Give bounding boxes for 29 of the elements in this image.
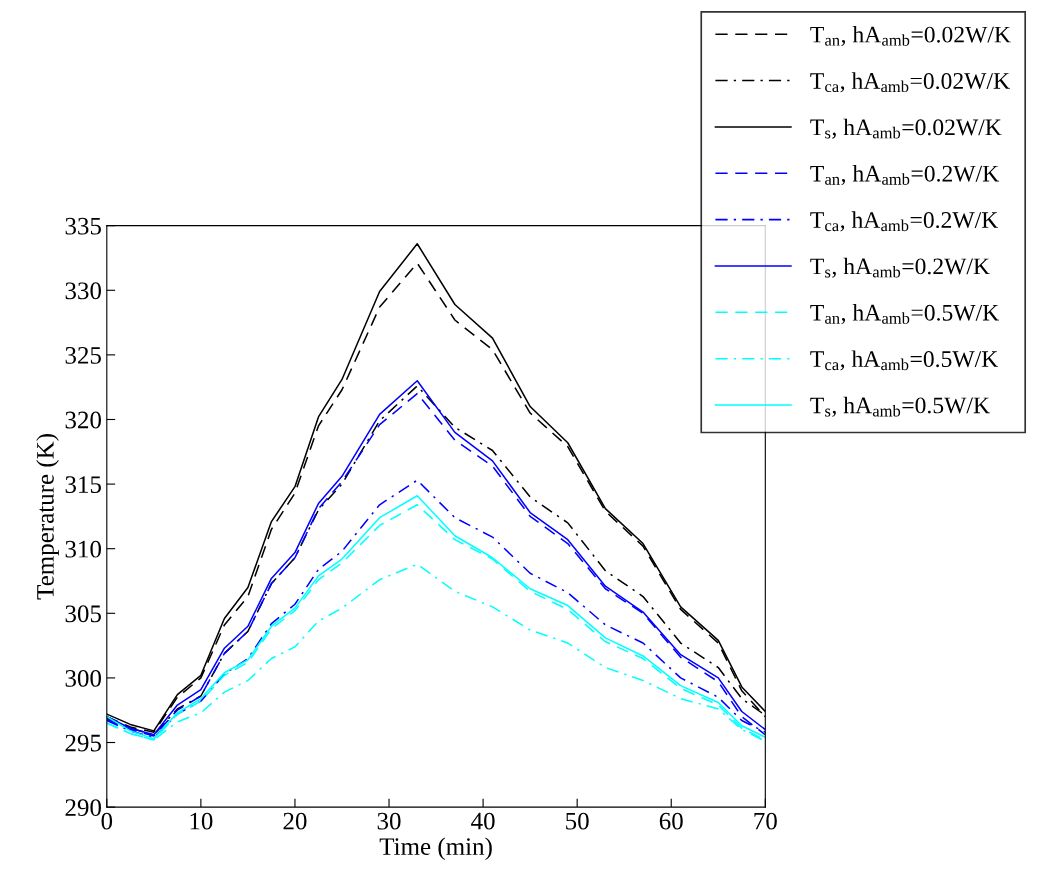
x-tick-label: 70 — [754, 812, 777, 830]
legend-label: T$_{s}$, hA$_{amb}$=0.5W/K — [810, 396, 990, 417]
x-tick-label: 60 — [659, 812, 683, 830]
y-tick-label: 330 — [65, 282, 101, 300]
y-tick-label: 305 — [65, 605, 101, 623]
x-tick-label: 30 — [377, 812, 401, 830]
x-axis-title: Time (min) — [379, 837, 492, 861]
legend-label: T$_{an}$, hA$_{amb}$=0.5W/K — [810, 304, 999, 325]
y-tick-label: 315 — [65, 476, 101, 494]
y-tick-label: 310 — [65, 540, 101, 558]
y-tick-label: 320 — [65, 411, 101, 429]
legend-label: T$_{an}$, hA$_{amb}$=0.2W/K — [810, 165, 999, 186]
y-tick-label: 325 — [65, 347, 101, 364]
x-tick-label: 10 — [190, 812, 213, 830]
x-tick-label: 0 — [101, 812, 113, 830]
legend-label: T$_{an}$, hA$_{amb}$=0.02W/K — [810, 25, 1011, 46]
y-tick-label: 300 — [65, 669, 101, 687]
legend-label: T$_{s}$, hA$_{amb}$=0.02W/K — [810, 118, 1002, 139]
x-tick-label: 20 — [283, 812, 307, 830]
legend-label: T$_{s}$, hA$_{amb}$=0.2W/K — [810, 257, 990, 278]
y-tick-label: 335 — [65, 217, 101, 235]
x-tick-label: 50 — [566, 812, 589, 830]
legend-label: T$_{ca}$, hA$_{amb}$=0.02W/K — [810, 72, 1010, 93]
legend-label: T$_{ca}$, hA$_{amb}$=0.2W/K — [810, 211, 999, 232]
y-axis-title: Temperature (K) — [36, 434, 59, 600]
y-tick-label: 295 — [65, 734, 101, 752]
legend-label: T$_{ca}$, hA$_{amb}$=0.5W/K — [810, 350, 999, 371]
x-tick-label: 40 — [471, 812, 495, 830]
y-tick-label: 290 — [65, 799, 101, 817]
